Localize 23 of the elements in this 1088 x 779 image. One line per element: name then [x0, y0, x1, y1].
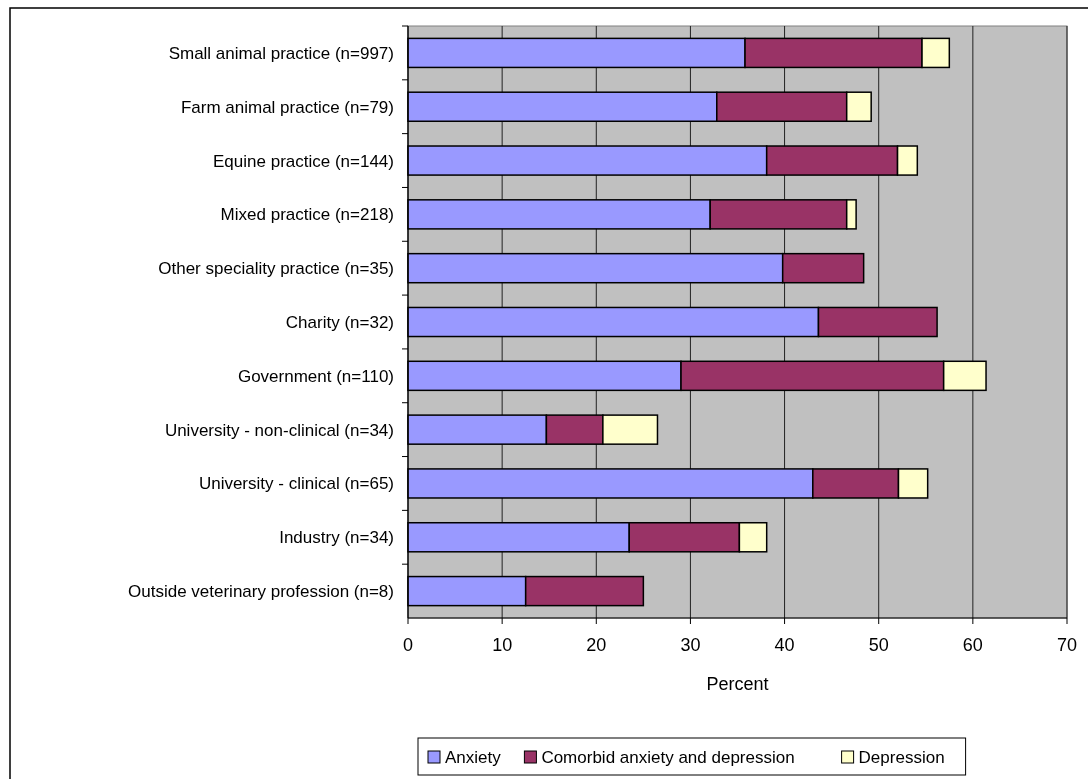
x-tick-label: 50 — [868, 635, 889, 655]
x-tick-label: 70 — [1056, 635, 1078, 655]
y-tick-label: University - non-clinical (n=34) — [164, 420, 394, 440]
y-tick-label: University - clinical (n=65) — [198, 474, 394, 494]
legend-label: Anxiety — [445, 748, 502, 767]
y-tick-label: Charity (n=32) — [285, 313, 394, 332]
legend-label: Comorbid anxiety and depression — [541, 748, 795, 767]
x-tick-label: 30 — [680, 635, 701, 655]
x-tick-label: 40 — [774, 635, 795, 655]
y-tick-label: Outside veterinary profession (n=8) — [128, 582, 394, 602]
x-tick-label: 20 — [586, 635, 607, 655]
y-tick-label: Other speciality practice (n=35) — [158, 259, 394, 279]
legend-label: Depression — [858, 748, 945, 767]
y-tick-label: Small animal practice (n=997) — [168, 43, 394, 63]
x-tick-label: 10 — [492, 635, 513, 655]
y-tick-label: Industry (n=34) — [279, 528, 394, 548]
y-tick-label: Farm animal practice (n=79) — [180, 97, 394, 117]
y-tick-label: Equine practice (n=144) — [213, 151, 394, 171]
x-tick-label: 60 — [962, 635, 983, 655]
x-axis-title: Percent — [706, 674, 769, 694]
x-tick-label: 0 — [402, 635, 414, 655]
y-tick-label: Mixed practice (n=218) — [220, 205, 394, 225]
y-tick-label: Government (n=110) — [237, 366, 394, 386]
